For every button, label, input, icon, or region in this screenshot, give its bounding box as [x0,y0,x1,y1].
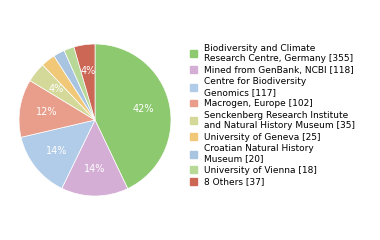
Text: 4%: 4% [49,84,64,94]
Wedge shape [95,44,171,189]
Wedge shape [30,65,95,120]
Text: 12%: 12% [35,107,57,117]
Legend: Biodiversity and Climate
Research Centre, Germany [355], Mined from GenBank, NCB: Biodiversity and Climate Research Centre… [190,44,355,187]
Wedge shape [64,47,95,120]
Wedge shape [54,51,95,120]
Text: 4%: 4% [81,66,96,76]
Wedge shape [43,56,95,120]
Wedge shape [19,81,95,137]
Wedge shape [62,120,128,196]
Wedge shape [74,44,95,120]
Text: 42%: 42% [133,104,154,114]
Wedge shape [21,120,95,188]
Text: 14%: 14% [46,146,67,156]
Text: 14%: 14% [84,164,106,174]
